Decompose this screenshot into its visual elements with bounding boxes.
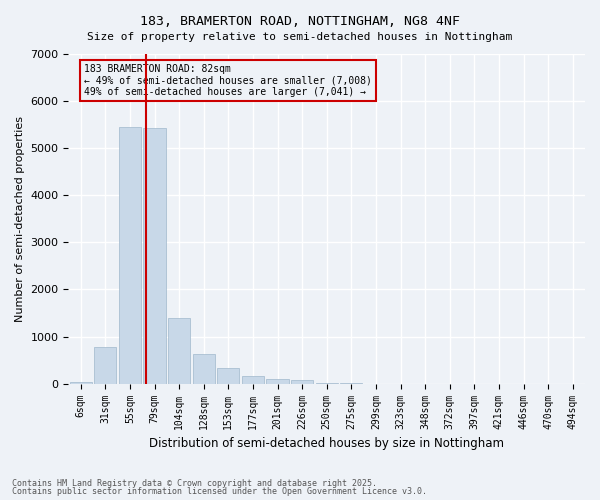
Text: Contains public sector information licensed under the Open Government Licence v3: Contains public sector information licen… bbox=[12, 487, 427, 496]
Bar bbox=[266, 378, 289, 384]
Bar bbox=[217, 368, 239, 384]
Bar bbox=[291, 380, 313, 384]
Bar bbox=[143, 128, 166, 384]
Text: 183 BRAMERTON ROAD: 82sqm
← 49% of semi-detached houses are smaller (7,008)
49% : 183 BRAMERTON ROAD: 82sqm ← 49% of semi-… bbox=[84, 64, 372, 97]
Text: Size of property relative to semi-detached houses in Nottingham: Size of property relative to semi-detach… bbox=[88, 32, 512, 42]
Bar bbox=[242, 376, 264, 384]
Y-axis label: Number of semi-detached properties: Number of semi-detached properties bbox=[15, 116, 25, 322]
Bar bbox=[94, 347, 116, 384]
Text: Contains HM Land Registry data © Crown copyright and database right 2025.: Contains HM Land Registry data © Crown c… bbox=[12, 478, 377, 488]
Text: 183, BRAMERTON ROAD, NOTTINGHAM, NG8 4NF: 183, BRAMERTON ROAD, NOTTINGHAM, NG8 4NF bbox=[140, 15, 460, 28]
Bar bbox=[70, 382, 92, 384]
X-axis label: Distribution of semi-detached houses by size in Nottingham: Distribution of semi-detached houses by … bbox=[149, 437, 504, 450]
Bar bbox=[119, 127, 141, 384]
Bar bbox=[168, 318, 190, 384]
Bar bbox=[193, 354, 215, 384]
